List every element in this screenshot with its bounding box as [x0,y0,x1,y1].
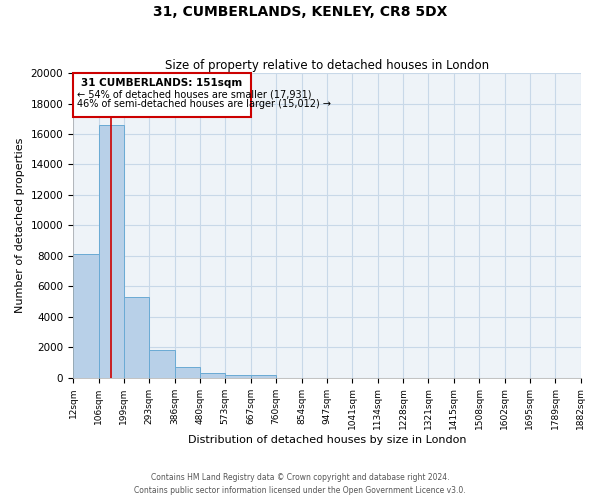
Bar [251,376,276,378]
Title: Size of property relative to detached houses in London: Size of property relative to detached ho… [165,59,489,72]
Bar [124,297,149,378]
Text: 31, CUMBERLANDS, KENLEY, CR8 5DX: 31, CUMBERLANDS, KENLEY, CR8 5DX [153,5,447,19]
Text: 46% of semi-detached houses are larger (15,012) →: 46% of semi-detached houses are larger (… [77,99,331,109]
Y-axis label: Number of detached properties: Number of detached properties [15,138,25,313]
Text: ← 54% of detached houses are smaller (17,931): ← 54% of detached houses are smaller (17… [77,89,311,99]
Text: 31 CUMBERLANDS: 151sqm: 31 CUMBERLANDS: 151sqm [81,78,242,88]
X-axis label: Distribution of detached houses by size in London: Distribution of detached houses by size … [188,435,466,445]
Bar [73,73,251,118]
Bar [98,125,124,378]
Bar [149,350,175,378]
Bar [200,373,225,378]
Bar [73,254,98,378]
Bar [225,374,251,378]
Text: Contains HM Land Registry data © Crown copyright and database right 2024.
Contai: Contains HM Land Registry data © Crown c… [134,473,466,495]
Bar [175,367,200,378]
